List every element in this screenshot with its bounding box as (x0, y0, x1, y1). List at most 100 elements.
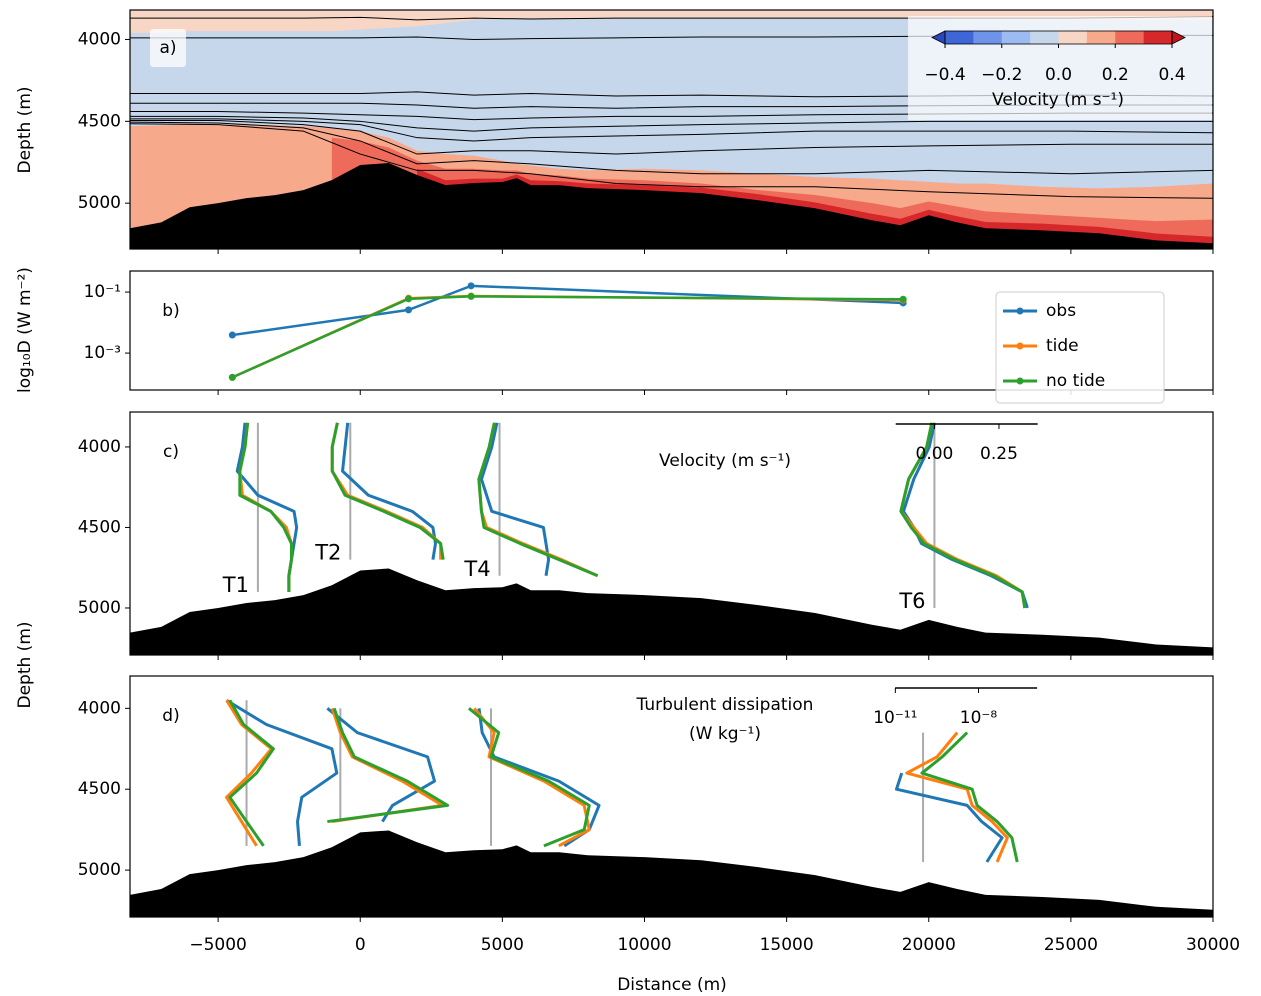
axes-frame (129, 411, 1214, 656)
x-tick-label: 15000 (760, 935, 814, 955)
inset-tick-label: 0.00 (916, 444, 954, 464)
inset-label: Velocity (m s⁻¹) (659, 451, 791, 471)
profile-line (330, 422, 443, 560)
plot-area (130, 698, 1213, 917)
x-tick-label: 25000 (1044, 935, 1098, 955)
y-tick-label: 4500 (78, 779, 121, 799)
isopycnal (130, 115, 1213, 132)
profile-line (920, 731, 1019, 863)
colorbar-segment (1030, 31, 1059, 44)
bathymetry (130, 830, 1213, 917)
station-label: T4 (463, 557, 490, 581)
colorbar-tick-label: 0.2 (1102, 65, 1129, 85)
colorbar-segment (1086, 31, 1116, 44)
x-tick-label: 10000 (617, 935, 671, 955)
x-tick-label: 0 (355, 935, 366, 955)
colorbar-label: Velocity (m s⁻¹) (992, 90, 1124, 110)
x-tick-label: 20000 (902, 935, 956, 955)
profile-line (473, 707, 591, 848)
inset-label: Turbulent dissipation (636, 695, 814, 715)
y-tick-label: 10⁻¹ (84, 282, 121, 302)
station-label: T1 (222, 573, 249, 597)
inset-tick-label: 0.25 (980, 444, 1018, 464)
y-tick-label: 4500 (78, 111, 121, 131)
panel-label: b) (162, 301, 179, 321)
legend-label: tide (1046, 336, 1079, 356)
y-tick-label: 4000 (78, 698, 121, 718)
series-point (405, 295, 413, 303)
y-tick-label: 5000 (78, 598, 121, 618)
colorbar-segment (973, 31, 1003, 44)
colorbar-segment (1115, 31, 1145, 44)
series-line (232, 284, 904, 337)
panel-label: a) (159, 38, 176, 58)
plot-area (130, 422, 1213, 655)
series-line (231, 294, 904, 379)
colorbar-segment (945, 31, 974, 44)
profile-line (341, 422, 437, 560)
colorbar-segment (1058, 31, 1088, 44)
bathymetry (130, 163, 1213, 249)
profile-line (228, 699, 275, 847)
panel-label: c) (163, 442, 179, 462)
series-point (899, 295, 907, 303)
legend-box (995, 291, 1165, 404)
profile-line (479, 422, 551, 577)
profile-line (327, 707, 450, 824)
profile-line (477, 422, 599, 578)
x-tick-label: 5000 (481, 935, 524, 955)
profile-line (467, 707, 591, 848)
y-tick-label: 4000 (78, 29, 121, 49)
axes-frame (129, 270, 1214, 391)
profile-line (326, 707, 437, 823)
profile-line (225, 698, 339, 846)
station-label: T2 (314, 541, 341, 565)
y-tick-label: 5000 (78, 860, 121, 880)
series-line (231, 295, 904, 379)
legend-label: no tide (1046, 371, 1105, 391)
inset-label: (W kg⁻¹) (689, 724, 761, 744)
series-point (467, 282, 475, 290)
y-axis-label: Depth (m) (15, 86, 35, 173)
y-tick-label: 4000 (78, 437, 121, 457)
legend-label: obs (1046, 301, 1076, 321)
y-axis-label: Depth (m) (15, 621, 35, 708)
y-tick-label: 4500 (78, 517, 121, 537)
profile-line (477, 422, 599, 578)
series-point (405, 306, 413, 314)
x-axis-label: Distance (m) (617, 975, 727, 995)
y-tick-label: 5000 (78, 193, 121, 213)
x-tick-label: 30000 (1186, 935, 1240, 955)
y-axis-label: log₁₀D (W m⁻²) (15, 267, 35, 393)
isopycnal (130, 118, 1213, 142)
profile-line (225, 699, 273, 847)
series-point (228, 373, 236, 381)
plot-area (228, 282, 907, 381)
inset-tick-label: 10⁻⁸ (960, 708, 998, 728)
profile-line (238, 422, 293, 592)
x-tick-label: −5000 (189, 935, 247, 955)
isopycnal (130, 123, 1213, 199)
axes-frame (129, 9, 1214, 250)
colorbar-tick-label: 0.0 (1045, 65, 1072, 85)
series-point (228, 331, 236, 339)
isopycnal (130, 121, 1213, 175)
colorbar-segment (1143, 31, 1173, 44)
axes-frame (129, 675, 1214, 918)
profile-line (905, 731, 1009, 863)
colorbar-tick-label: −0.4 (924, 65, 965, 85)
profile-line (894, 772, 1004, 863)
station-label: T6 (898, 589, 925, 613)
velocity-region (130, 10, 1213, 33)
series-point (467, 292, 475, 300)
legend-marker (1016, 307, 1024, 315)
profile-line (330, 422, 445, 560)
panel-label: d) (162, 706, 179, 726)
profile-line (899, 422, 1027, 609)
legend-marker (1016, 377, 1024, 385)
colorbar-tick-label: 0.4 (1158, 65, 1185, 85)
colorbar-segment (1001, 31, 1031, 44)
panel-label-box (150, 29, 186, 67)
bathymetry (130, 568, 1213, 655)
